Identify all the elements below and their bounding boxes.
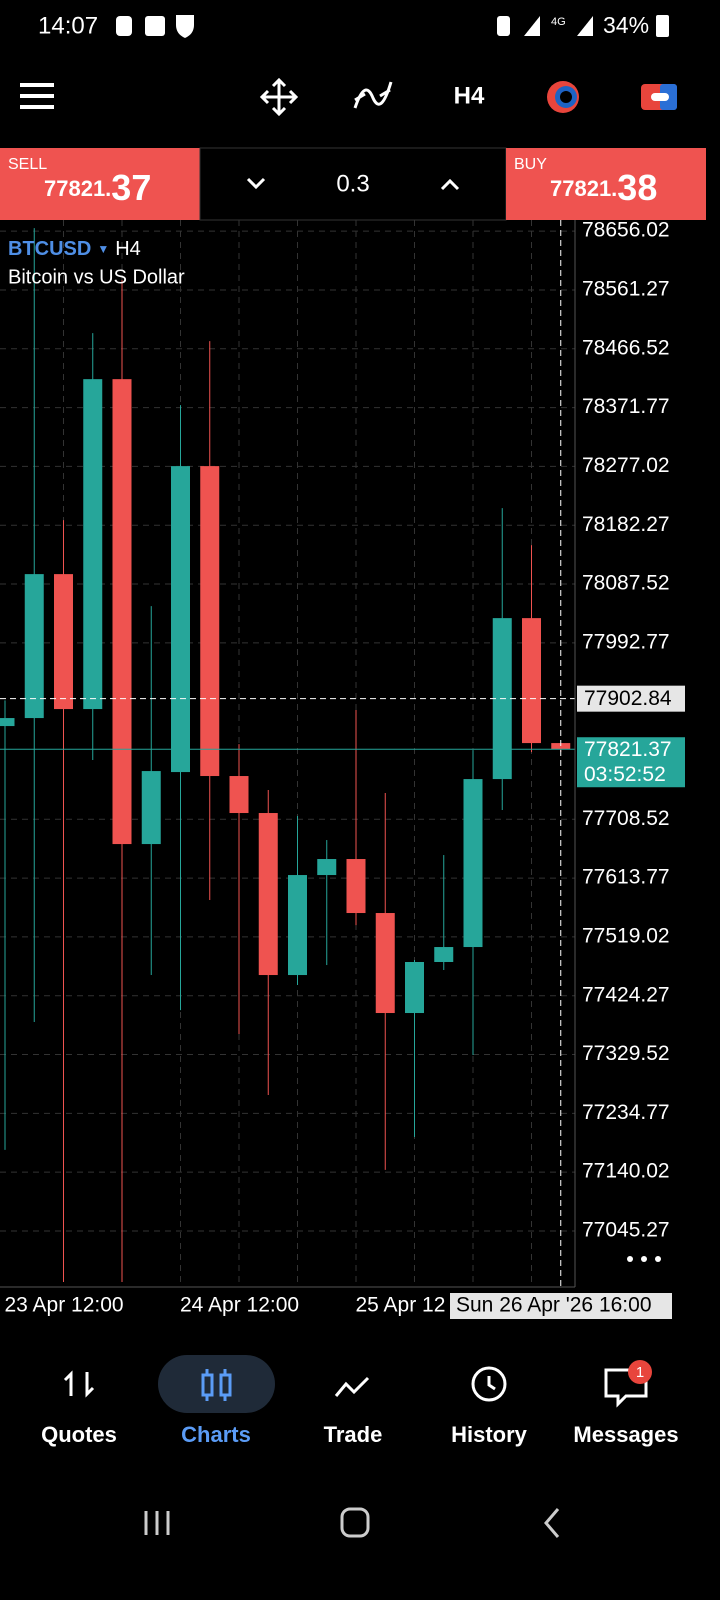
candle-body: [200, 466, 220, 777]
timeframe-button[interactable]: H4: [454, 82, 485, 109]
y-tick-label: 77613.77: [582, 866, 670, 889]
objects-tool[interactable]: [547, 81, 579, 113]
y-tick-label: 78182.27: [582, 513, 670, 536]
y-tick-label: 77708.52: [582, 807, 670, 830]
status-network: 4G: [551, 16, 566, 28]
candle-body: [54, 574, 73, 710]
y-tick-label: 77519.02: [582, 924, 670, 947]
nav-tab[interactable]: Quotes: [41, 1422, 117, 1447]
messages-badge-count: 1: [636, 1364, 644, 1381]
x-tick-label: 24 Apr 12:00: [180, 1294, 299, 1317]
sell-price: 77821.37: [44, 167, 151, 208]
status-battery: 34%: [603, 12, 649, 38]
crosshair-price-label: 77902.84: [584, 687, 672, 710]
buy-price-main: 77821.: [550, 176, 617, 201]
indicators-tool[interactable]: [353, 81, 393, 109]
y-tick-label: 78277.02: [582, 454, 670, 477]
candle-body: [171, 466, 190, 773]
current-price-box: [577, 737, 685, 788]
system-nav: [144, 1507, 560, 1538]
status-icons: [116, 15, 593, 38]
current-price-label: 77821.37: [584, 738, 672, 761]
nav-tab[interactable]: Trade: [324, 1422, 383, 1447]
candle-body: [522, 618, 541, 744]
candle-body: [112, 379, 132, 845]
sell-label: SELL: [8, 156, 47, 173]
candle-body: [405, 961, 424, 1014]
candle-body: [141, 771, 161, 845]
candle-body: [434, 947, 454, 962]
candle-body: [346, 859, 366, 914]
volume[interactable]: 0.3: [336, 170, 369, 197]
candle-body: [24, 574, 44, 719]
status-time: 14:07: [38, 12, 98, 39]
crosshair-tool[interactable]: [259, 77, 299, 117]
nav-tab[interactable]: Charts: [181, 1422, 251, 1447]
battery-icon: [656, 15, 669, 37]
sell-button[interactable]: [0, 148, 200, 220]
y-tick-label: 78466.52: [582, 336, 670, 359]
nav-tab[interactable]: History: [451, 1422, 528, 1447]
y-tick-label: 77329.52: [582, 1042, 670, 1065]
buy-price-pips: 38: [617, 167, 657, 208]
trade-tool[interactable]: [641, 84, 677, 110]
candle-body: [288, 875, 307, 976]
messages-badge: [628, 1360, 652, 1384]
crosshair-time-box: [450, 1293, 672, 1319]
buy-button[interactable]: [506, 148, 706, 220]
current-price-timer: 03:52:52: [584, 763, 666, 786]
buy-label: BUY: [514, 156, 547, 173]
more-button[interactable]: [627, 1256, 661, 1262]
buy-price: 77821.38: [550, 167, 657, 208]
y-tick-label: 77992.77: [582, 630, 670, 653]
y-tick-label: 77424.27: [582, 983, 670, 1006]
y-tick-label: 78561.27: [582, 278, 670, 301]
y-tick-label: 77045.27: [582, 1219, 670, 1242]
x-tick-label: 25 Apr 12: [356, 1294, 446, 1317]
y-tick-label: 77234.77: [582, 1101, 670, 1124]
symbol[interactable]: BTCUSD: [8, 238, 91, 260]
candle-body: [317, 859, 337, 876]
crosshair-time-label: Sun 26 Apr '26 16:00: [456, 1294, 652, 1317]
y-tick-label: 78087.52: [582, 572, 670, 595]
bottom-nav: Quotes Charts Trade History Messages: [41, 1422, 678, 1447]
menu-button[interactable]: [20, 83, 54, 109]
chart: [0, 220, 575, 1287]
chart-symbol-line: BTCUSD ▼ H4: [8, 238, 141, 260]
y-tick-label: 78371.77: [582, 395, 670, 418]
volume-up[interactable]: [440, 178, 460, 191]
volume-down[interactable]: [246, 177, 266, 190]
candle-body: [0, 718, 15, 727]
candle-body: [229, 776, 249, 814]
candle-body: [375, 913, 395, 1014]
crosshair-price-box: [577, 685, 685, 712]
chart-timeframe: H4: [115, 238, 141, 260]
candle-body: [83, 379, 103, 710]
y-tick-label: 77140.02: [582, 1160, 670, 1183]
chart-title: Bitcoin vs US Dollar: [8, 266, 185, 288]
candle-body: [258, 813, 278, 976]
sell-price-main: 77821.: [44, 176, 111, 201]
nav-tab[interactable]: Messages: [573, 1422, 678, 1447]
x-tick-label: 23 Apr 12:00: [5, 1294, 124, 1317]
nav-icons: [63, 1366, 648, 1408]
charts-tab-highlight: [158, 1355, 275, 1413]
sell-price-pips: 37: [111, 167, 151, 208]
candle-body: [463, 779, 483, 948]
candle-body: [551, 743, 571, 750]
y-tick-label: 78656.02: [582, 219, 670, 242]
